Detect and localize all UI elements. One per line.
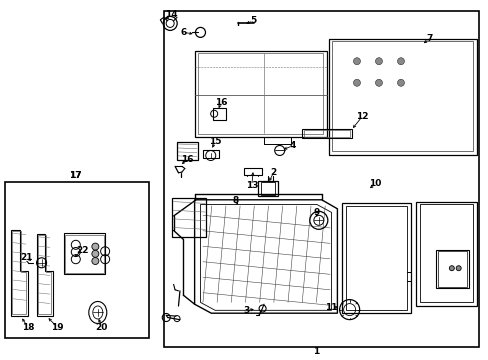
Circle shape <box>92 257 99 265</box>
Text: 14: 14 <box>164 10 177 19</box>
Text: 16: 16 <box>180 154 193 163</box>
Circle shape <box>397 58 404 65</box>
Text: 22: 22 <box>76 246 88 255</box>
Text: 4: 4 <box>288 141 295 150</box>
Circle shape <box>92 243 99 250</box>
Text: 11: 11 <box>325 303 337 312</box>
Circle shape <box>353 79 360 86</box>
Text: 16: 16 <box>214 98 227 107</box>
Text: 13: 13 <box>245 181 258 190</box>
Text: 12: 12 <box>355 112 367 121</box>
Text: 17: 17 <box>69 171 82 180</box>
Text: 1: 1 <box>313 346 319 355</box>
Circle shape <box>455 266 460 271</box>
Bar <box>304 130 349 137</box>
Text: 8: 8 <box>232 197 238 205</box>
Text: 21: 21 <box>20 253 33 262</box>
Circle shape <box>397 79 404 86</box>
Circle shape <box>448 266 453 271</box>
Text: 5: 5 <box>250 16 256 25</box>
Text: 6: 6 <box>180 28 186 37</box>
Text: 7: 7 <box>425 34 432 43</box>
Text: 3: 3 <box>244 306 249 315</box>
Text: 2: 2 <box>270 167 276 176</box>
Text: 10: 10 <box>368 179 381 188</box>
Text: 19: 19 <box>51 323 64 332</box>
Text: 9: 9 <box>313 208 320 217</box>
Bar <box>163 11 478 347</box>
Circle shape <box>92 250 99 257</box>
Circle shape <box>375 58 382 65</box>
Circle shape <box>353 58 360 65</box>
Circle shape <box>375 79 382 86</box>
Text: 18: 18 <box>22 323 35 332</box>
Text: 17: 17 <box>69 171 82 180</box>
Text: 15: 15 <box>208 136 221 145</box>
Bar <box>5 182 149 338</box>
Text: 20: 20 <box>95 323 108 332</box>
